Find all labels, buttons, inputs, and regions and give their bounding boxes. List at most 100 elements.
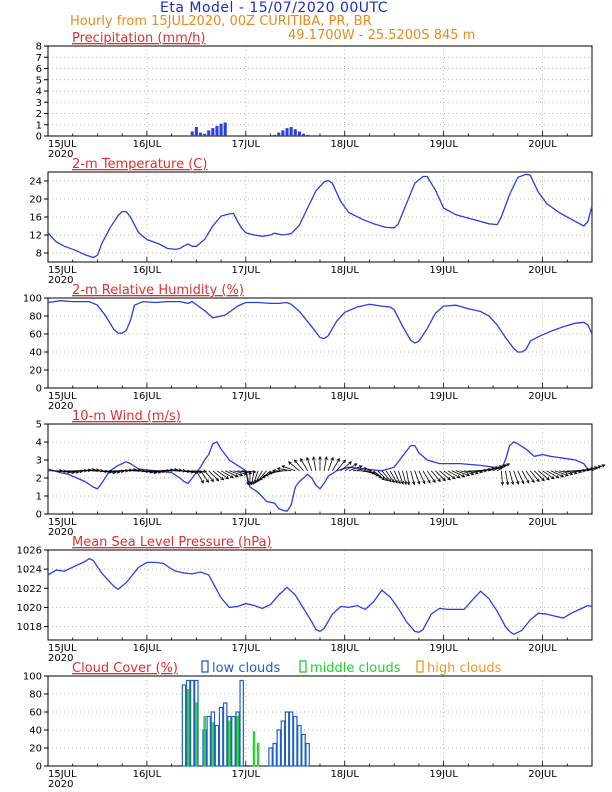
wind-vector-head [324, 456, 328, 461]
wind-vector [369, 470, 382, 479]
wind-vector [464, 470, 479, 474]
temp-series-line [47, 173, 593, 259]
wind-vector-head [406, 481, 411, 486]
low-cloud-bar [276, 729, 282, 767]
wind-vector-head [500, 481, 505, 486]
wind-xtick-label: 18JUL [330, 517, 359, 528]
wind-vector [381, 470, 392, 482]
low-cloud-bar [268, 747, 273, 767]
rh-ytick-label: 0 [36, 384, 42, 395]
wind-vector-head [220, 476, 225, 481]
precip-xtick-label: 20JUL [528, 139, 557, 150]
wind-vector [373, 470, 385, 481]
precip-xtick-label: 18JUL [330, 139, 359, 150]
middle-cloud-bar [203, 715, 206, 767]
wind-vector [488, 465, 503, 472]
wind-vector-head [225, 476, 230, 480]
wind-vector [327, 457, 334, 471]
wind-vector [500, 470, 503, 485]
low-cloud-bar [293, 715, 298, 767]
wind-vector [216, 470, 229, 480]
precip-ytick-label: 8 [36, 42, 42, 53]
legend-label: middle clouds [310, 661, 401, 676]
rh-xtick-label: 15JUL [48, 391, 77, 402]
wind-vector [142, 470, 157, 474]
middle-cloud-bar [228, 720, 231, 767]
rh-xtick-label: 18JUL [330, 391, 359, 402]
legend-label: high clouds [427, 661, 502, 676]
cloud-ytick-label: 20 [29, 744, 42, 755]
wind-vector [60, 470, 75, 474]
wind-vector [288, 461, 300, 472]
cloud-xtick-label: 20JUL [528, 769, 557, 780]
low-cloud-bar [181, 684, 187, 767]
precip-bar [203, 133, 207, 136]
wind-vector [563, 470, 578, 474]
wind-vector [546, 470, 559, 479]
wind-vector [497, 463, 510, 472]
wind-vector [538, 470, 550, 481]
precip-ytick-label: 2 [36, 109, 42, 120]
low-cloud-bar [297, 724, 302, 767]
wind-xtick-sublabel: 2020 [48, 527, 73, 538]
wind-vector-head [437, 478, 441, 483]
cloud-frame [47, 675, 593, 767]
cloud-xtick-label: 15JUL [48, 769, 77, 780]
wind-vector [254, 470, 263, 484]
wind-ytick-label: 3 [36, 456, 42, 467]
wind-vector [200, 470, 209, 483]
wind-vector-head [381, 476, 385, 481]
legend-swatch [201, 660, 209, 673]
wind-vector-head [256, 478, 261, 483]
wind-vector [451, 470, 465, 478]
wind-vector [558, 470, 573, 475]
wind-vector-head [358, 465, 363, 469]
wind-vector [237, 470, 252, 474]
wind-vector [122, 469, 137, 472]
wind-vector-head [432, 479, 436, 484]
precip-ytick-label: 7 [36, 53, 42, 64]
precip-bar [281, 130, 285, 136]
wind-vector [435, 470, 446, 481]
chart-subtitle-coordinates: 49.1700W - 25.5200S 845 m [288, 28, 476, 43]
mslp-xtick-label: 15JUL [48, 643, 77, 654]
wind-vector [183, 470, 198, 474]
wind-series-line [47, 441, 592, 513]
wind-vector-head [452, 476, 456, 480]
wind-vector-head [569, 472, 574, 476]
wind-ytick-label: 4 [36, 438, 42, 449]
rh-ytick-label: 80 [29, 312, 42, 323]
wind-vector-head [384, 477, 389, 482]
low-cloud-bar [288, 711, 294, 767]
wind-vector [447, 470, 461, 479]
cloud-ytick-label: 0 [36, 762, 42, 773]
wind-vector [348, 465, 363, 472]
wind-vector [406, 470, 410, 485]
temp-xtick-label: 17JUL [232, 265, 261, 276]
wind-vector-head [312, 456, 316, 461]
wind-xtick-label: 16JUL [133, 517, 162, 528]
wind-vector-head [363, 467, 368, 471]
wind-vector-head [546, 476, 550, 481]
wind-vector [352, 467, 367, 472]
wind-vector-head [506, 463, 511, 467]
wind-ytick-label: 0 [36, 510, 42, 521]
wind-vector-head [412, 481, 416, 486]
wind-vector-head [560, 474, 565, 478]
wind-vector [192, 470, 207, 472]
chart-title: Eta Model - 15/07/2020 00UTC [160, 0, 389, 16]
temp-ytick-label: 8 [36, 249, 42, 260]
cloud-xtick-label: 19JUL [429, 769, 458, 780]
wind-vector-head [210, 478, 215, 483]
precip-bar [211, 128, 215, 136]
wind-vector-head [550, 476, 555, 480]
wind-vector [443, 470, 456, 480]
wind-vector-head [447, 476, 451, 481]
wind-vector-head [261, 475, 266, 479]
wind-vector [389, 470, 398, 484]
cloud-ytick-label: 100 [23, 672, 42, 683]
rh-ytick-label: 20 [29, 366, 42, 377]
wind-vector [233, 470, 248, 475]
wind-vector [241, 470, 256, 473]
